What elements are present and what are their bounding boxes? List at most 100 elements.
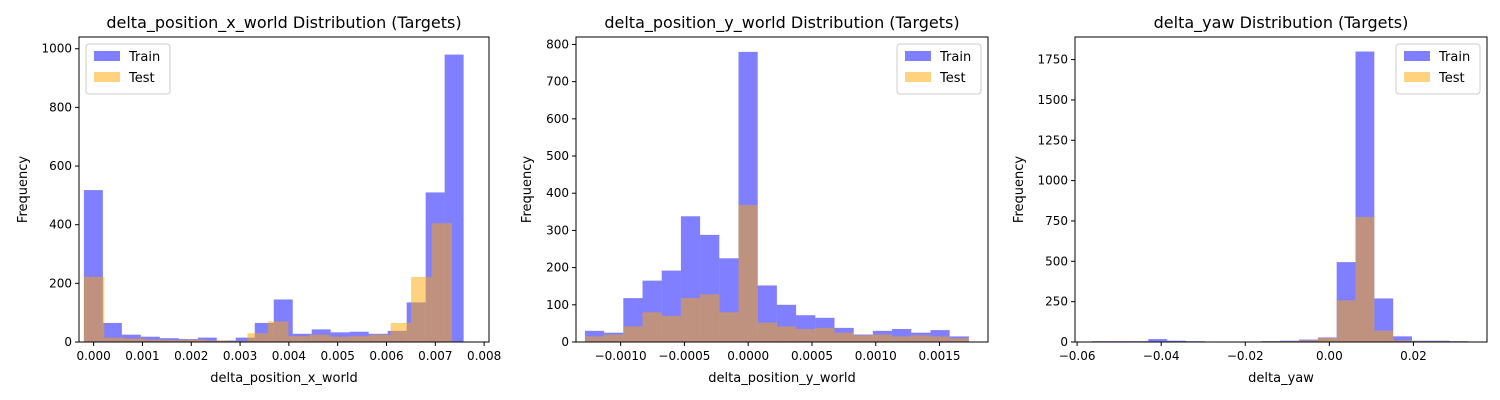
bar-test [738,205,758,342]
subplot-2: −0.0010 −0.0005 0.0000 0.0005 0.0010 0.0015 0 1… [520,13,989,386]
y-tick-label: 1250 [1037,133,1068,147]
y-tick-label: 1000 [41,42,72,56]
bar-test [1374,330,1394,342]
bar-test [411,276,432,342]
x-tick-label: −0.0010 [595,349,647,363]
bar-test [892,336,912,342]
bar-train [140,336,160,342]
chart-title: delta_position_x_world Distribution (Tar… [106,13,461,33]
bar-test [661,315,681,342]
y-tick-label: 500 [1045,254,1068,268]
series-test-bars [584,205,969,342]
subplot-1: 0.000 0.001 0.002 0.003 0.004 0.005 0.006 0.007… [16,13,501,386]
y-tick-label: 400 [49,218,72,232]
bar-test [390,322,412,342]
legend-swatch-test [94,72,120,82]
x-tick-label: 0.000 [76,349,110,363]
x-tick-label: 0.001 [125,349,159,363]
y-tick-label: 750 [1045,214,1068,228]
bar-train [102,322,122,342]
x-tick-label: −0.06 [1059,349,1096,363]
axes-frame [1074,36,1488,343]
y-tick-label: 700 [546,75,569,89]
bar-test [700,294,720,342]
y-tick-label: 800 [546,37,569,51]
bar-train [1393,336,1412,342]
y-tick-label: 400 [546,186,569,200]
y-axis-label: Frequency [1012,156,1027,223]
bar-test [949,338,969,342]
bar-test [104,337,125,342]
y-tick-label: 0 [561,335,569,349]
bar-test [349,336,371,342]
bar-test [584,336,605,342]
x-tick-label: 0.0000 [727,349,769,363]
chart-title: delta_yaw Distribution (Targets) [1154,13,1409,33]
x-tick-label: 0.002 [174,349,208,363]
axes-frame [575,36,989,343]
bar-test [83,276,105,342]
bar-train [930,330,950,342]
bar-test [757,322,777,342]
bar-test [267,321,289,342]
bar-test [431,223,452,342]
x-ticks: 0.000 0.001 0.002 0.003 0.004 0.005 0.006 0.007… [76,342,501,363]
x-axis-label: delta_position_y_world [708,371,855,386]
bar-test [145,339,166,342]
bar-test [680,298,701,342]
y-tick-label: 100 [546,298,569,312]
series-train-bars [83,54,464,342]
y-tick-label: 600 [546,112,569,126]
bar-test [1317,337,1337,342]
x-ticks: −0.0010 −0.0005 0.0000 0.0005 0.0010 0.0015 [595,342,961,363]
bar-test [642,312,662,342]
bar-train [235,337,255,342]
bar-train [1167,340,1186,342]
y-tick-label: 1000 [1037,174,1068,188]
legend: Train Test [1395,43,1481,95]
bar-test [796,328,816,342]
bar-test [186,339,207,342]
series-train-bars [1091,51,1469,343]
bar-test [623,326,643,342]
bar-test [604,334,624,342]
x-tick-label: −0.02 [1227,349,1264,363]
bar-train [1148,339,1168,342]
bar-test [911,335,931,342]
x-tick-label: −0.04 [1143,349,1180,363]
bar-test [308,334,330,342]
y-axis-label: Frequency [16,156,31,223]
legend: Train Test [85,43,171,95]
series-test-bars [83,223,452,342]
legend-swatch-test [1404,72,1430,82]
x-tick-label: 0.008 [467,349,501,363]
bar-train [197,337,217,342]
x-tick-label: 0.0010 [855,349,897,363]
y-ticks: 0 250 500 750 1000 1250 1500 1750 [1037,53,1075,349]
x-tick-label: 0.0005 [791,349,833,363]
bar-test [370,334,391,342]
subplot-3: −0.06 −0.04 −0.02 0.00 0.02 0 250 500 750 1000 125… [1012,13,1488,386]
y-tick-label: 200 [49,276,72,290]
y-axis-label: Frequency [520,156,535,223]
bar-test [1355,216,1375,342]
legend-swatch-train [905,51,931,61]
bar-train [584,330,605,342]
bar-test [165,339,187,342]
bar-test [247,333,268,342]
legend-swatch-train [94,51,120,61]
y-tick-label: 200 [546,261,569,275]
x-ticks: −0.06 −0.04 −0.02 0.00 0.02 [1059,342,1427,363]
bar-test [834,332,854,342]
y-tick-label: 500 [546,149,569,163]
y-tick-label: 1500 [1037,93,1068,107]
x-tick-label: 0.006 [369,349,403,363]
series-test-bars [1091,216,1469,342]
x-tick-label: 0.004 [272,349,306,363]
x-tick-label: 0.003 [223,349,257,363]
chart-title: delta_position_y_world Distribution (Tar… [604,13,959,33]
bar-test [815,327,835,342]
bar-test [206,340,228,342]
y-tick-label: 0 [64,335,72,349]
